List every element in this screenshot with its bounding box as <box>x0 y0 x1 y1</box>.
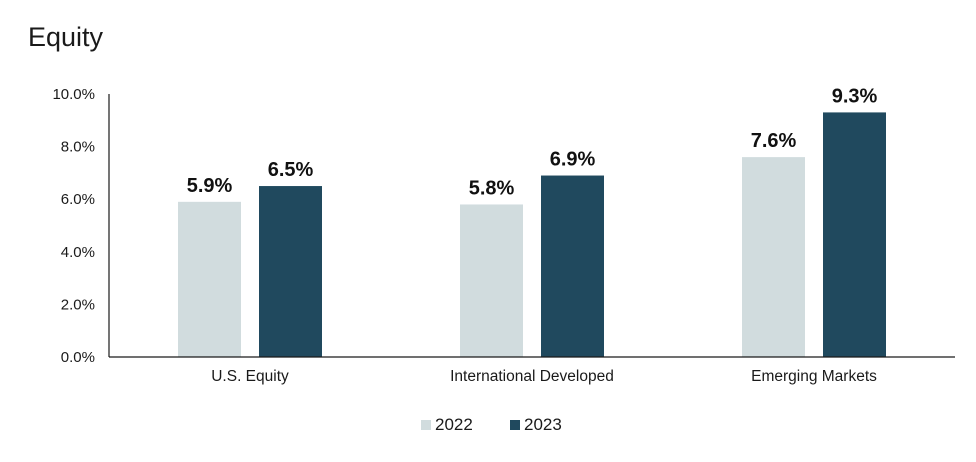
bars <box>178 112 886 357</box>
bar-2022-3 <box>742 157 805 357</box>
data-label: 5.8% <box>469 177 515 199</box>
bar-2023-3 <box>823 112 886 357</box>
axes <box>108 94 955 358</box>
bar-2023-2 <box>541 175 604 357</box>
y-tick-label: 2.0% <box>61 296 95 313</box>
legend-swatch-2023 <box>510 420 520 430</box>
data-labels: 5.9% 6.5% 5.8% 6.9% 7.6% 9.3% <box>187 85 878 199</box>
legend-label-2023: 2023 <box>524 415 562 434</box>
bar-2022-2 <box>460 204 523 357</box>
bar-2023-1 <box>259 186 322 357</box>
y-tick-label: 0.0% <box>61 349 95 366</box>
legend-swatch-2022 <box>421 420 431 430</box>
data-label: 6.5% <box>268 159 314 181</box>
data-label: 6.9% <box>550 149 596 171</box>
data-label: 9.3% <box>832 85 878 107</box>
legend: 2022 2023 <box>421 415 562 434</box>
category-labels: U.S. Equity International Developed Emergi… <box>211 368 877 385</box>
y-axis-labels: 0.0% 2.0% 4.0% 6.0% 8.0% 10.0% <box>52 86 95 366</box>
bar-2022-1 <box>178 201 241 357</box>
x-category-label: International Developed <box>450 368 614 385</box>
x-category-label: U.S. Equity <box>211 368 289 385</box>
chart-title: Equity <box>28 22 104 52</box>
y-tick-label: 4.0% <box>61 244 95 261</box>
y-tick-label: 8.0% <box>61 139 95 156</box>
legend-label-2022: 2022 <box>435 415 473 434</box>
x-category-label: Emerging Markets <box>751 368 877 385</box>
y-tick-label: 10.0% <box>52 86 95 103</box>
data-label: 5.9% <box>187 175 233 197</box>
y-tick-label: 6.0% <box>61 191 95 208</box>
data-label: 7.6% <box>751 130 797 152</box>
